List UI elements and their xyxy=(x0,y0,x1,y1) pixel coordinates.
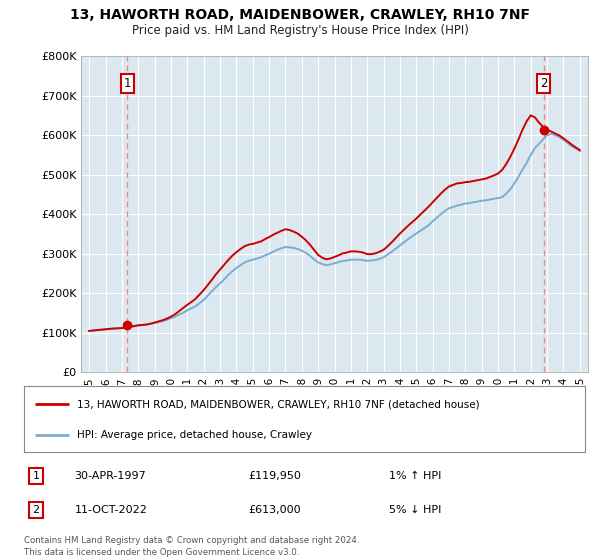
Text: 30-APR-1997: 30-APR-1997 xyxy=(74,471,146,481)
Text: Contains HM Land Registry data © Crown copyright and database right 2024.
This d: Contains HM Land Registry data © Crown c… xyxy=(24,536,359,557)
Text: Price paid vs. HM Land Registry's House Price Index (HPI): Price paid vs. HM Land Registry's House … xyxy=(131,24,469,36)
Text: 13, HAWORTH ROAD, MAIDENBOWER, CRAWLEY, RH10 7NF: 13, HAWORTH ROAD, MAIDENBOWER, CRAWLEY, … xyxy=(70,8,530,22)
Text: 2: 2 xyxy=(32,505,40,515)
Text: 1% ↑ HPI: 1% ↑ HPI xyxy=(389,471,441,481)
Text: 2: 2 xyxy=(540,77,547,90)
Text: 13, HAWORTH ROAD, MAIDENBOWER, CRAWLEY, RH10 7NF (detached house): 13, HAWORTH ROAD, MAIDENBOWER, CRAWLEY, … xyxy=(77,399,480,409)
Text: 1: 1 xyxy=(32,471,40,481)
Text: £119,950: £119,950 xyxy=(248,471,301,481)
Text: 11-OCT-2022: 11-OCT-2022 xyxy=(74,505,148,515)
Text: 5% ↓ HPI: 5% ↓ HPI xyxy=(389,505,441,515)
Text: 1: 1 xyxy=(124,77,131,90)
Text: HPI: Average price, detached house, Crawley: HPI: Average price, detached house, Craw… xyxy=(77,430,312,440)
Text: £613,000: £613,000 xyxy=(248,505,301,515)
